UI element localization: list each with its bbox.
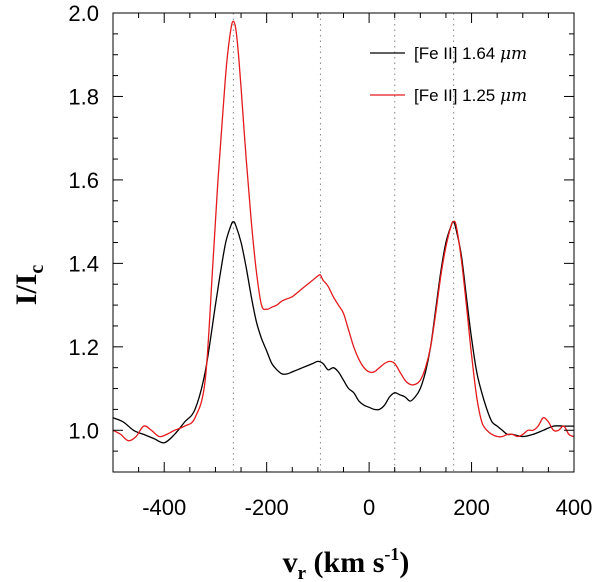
x-tick-label: 0: [363, 495, 375, 520]
x-tick-label: -400: [142, 495, 186, 520]
series-line-2: [112, 20, 575, 442]
x-axis-title: vr (km s-1): [283, 544, 410, 582]
y-tick-label: 1.0: [68, 418, 99, 443]
legend-label-series-1: [Fe II] 1.64 μm: [414, 44, 527, 64]
series-line-1: [112, 220, 574, 444]
y-tick-label: 2.0: [68, 1, 99, 26]
tick-labels: -400 -200 0 200 400 1.0 1.2 1.4 1.6 1.8 2.0: [68, 1, 592, 520]
axis-ticks: [112, 12, 575, 473]
x-tick-label: 400: [556, 495, 593, 520]
x-tick-label: 200: [453, 495, 490, 520]
series-layer: [112, 20, 575, 444]
plot-frame: [112, 12, 575, 473]
y-tick-label: 1.4: [68, 251, 99, 276]
y-tick-label: 1.2: [68, 335, 99, 360]
x-tick-label: -200: [245, 495, 289, 520]
y-tick-label: 1.6: [68, 168, 99, 193]
reference-lines: [232, 13, 455, 472]
legend-label-series-2: [Fe II] 1.25 μm: [414, 86, 527, 106]
y-axis-title: I/Ic: [10, 265, 48, 306]
legend: [Fe II] 1.64 μm [Fe II] 1.25 μm: [370, 44, 527, 106]
y-tick-label: 1.8: [68, 84, 99, 109]
